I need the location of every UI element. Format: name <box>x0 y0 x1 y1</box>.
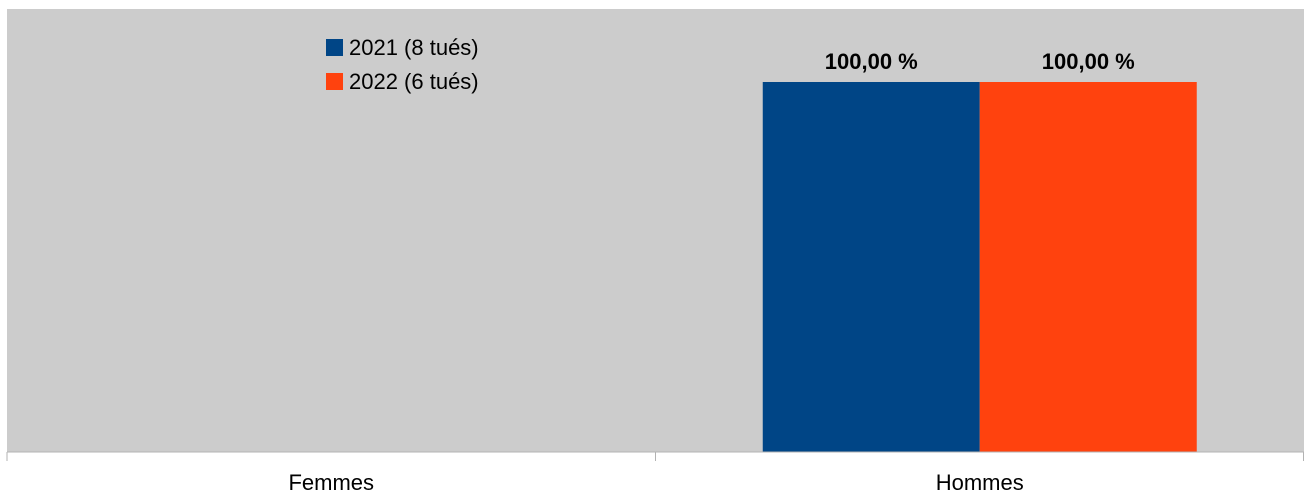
x-axis: Femmes Hommes <box>6 451 1304 495</box>
legend-label-series-2: 2022 (6 tués) <box>349 69 479 94</box>
data-label-hommes-series-1: 100,00 % <box>825 49 918 74</box>
legend-swatch-series-2 <box>326 73 343 90</box>
bar-marks: 100,00 % 100,00 % <box>762 49 1197 452</box>
data-label-hommes-series-2: 100,00 % <box>1042 49 1135 74</box>
x-tick-label-femmes: Femmes <box>288 470 374 495</box>
legend-label-series-1: 2021 (8 tués) <box>349 35 479 60</box>
x-tick-label-hommes: Hommes <box>936 470 1024 495</box>
bar-hommes-series-2 <box>979 82 1197 452</box>
legend-swatch-series-1 <box>326 39 343 56</box>
bar-hommes-series-1 <box>762 82 980 452</box>
legend: 2021 (8 tués) 2022 (6 tués) <box>326 35 479 94</box>
